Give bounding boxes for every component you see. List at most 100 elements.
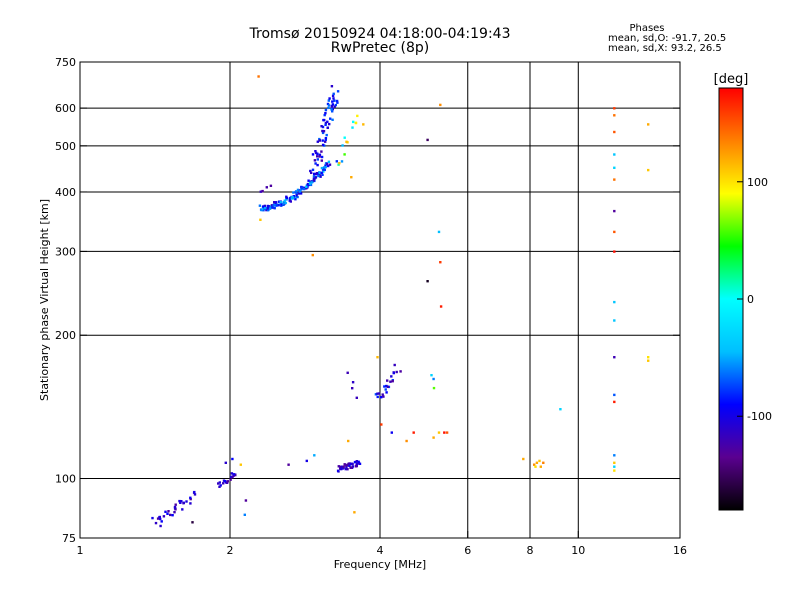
echo-point [329,117,332,120]
echo-point [348,464,351,467]
echo-point [173,505,177,509]
echo-point [243,513,246,516]
echo-point [324,112,327,115]
echo-point [351,126,354,129]
echo-point [283,199,286,202]
echo-point [189,496,192,499]
echo-point [613,461,616,464]
echo-point [376,395,379,399]
echo-point [263,204,266,208]
y-tick-label: 75 [62,532,76,545]
echo-point [347,439,350,443]
echo-point [321,143,325,147]
echo-point [320,125,323,128]
echo-point [331,118,334,121]
echo-point [412,431,415,434]
echo-point [173,511,176,514]
echo-point [613,469,616,472]
echo-point [259,190,262,193]
echo-point [355,462,359,466]
echo-point [193,493,197,496]
echo-point [173,507,177,510]
echo-point [219,484,222,487]
echo-point [280,204,283,207]
echo-point [310,181,314,184]
echo-point [647,359,650,362]
echo-point [287,463,290,466]
echo-point [318,174,322,177]
echo-point [647,356,650,359]
echo-point [232,474,235,477]
echo-point [154,521,158,525]
echo-point [320,159,323,162]
grid-lines [80,62,680,538]
echo-point [264,206,267,210]
echo-point [345,140,348,143]
echo-point [320,166,324,170]
y-tick-label: 100 [55,473,76,486]
echo-point [389,380,392,383]
echo-point [320,171,323,174]
echo-point [313,454,316,457]
echo-point [171,514,174,517]
echo-point [300,188,303,191]
echo-point [332,92,335,95]
x-tick-label: 2 [227,544,234,557]
echo-point [322,170,325,173]
echo-point [326,102,330,106]
echo-point [357,462,360,465]
echo-point [430,374,433,377]
echo-point [324,123,327,126]
echo-point [337,465,340,468]
echo-point [294,198,297,201]
echo-point [185,500,188,503]
echo-point [180,500,183,503]
echo-point [647,168,650,172]
echo-point [324,138,327,141]
echo-point [317,174,320,178]
echo-point [381,393,384,396]
echo-point [327,164,330,168]
echo-point [335,160,338,163]
echo-point [346,371,349,374]
echo-point [218,481,221,484]
echo-point [343,153,346,156]
echo-point [259,218,262,221]
echo-point [353,460,357,464]
echo-point [313,177,316,181]
echo-point [613,178,616,181]
echo-point [328,122,331,126]
echo-point [355,396,358,399]
x-tick-label: 6 [464,544,471,557]
x-tick-label: 10 [571,544,585,557]
echo-point [268,207,272,210]
echo-point [327,99,330,102]
echo-point [325,133,328,137]
echo-point [345,464,348,467]
colorbar-ticks: -100 0 100 [737,176,772,423]
echo-point [333,99,336,102]
x-tick-label: 16 [673,544,687,557]
echo-point [318,139,321,142]
echo-point [313,172,316,176]
echo-point [274,204,277,207]
echo-point [314,162,317,165]
echo-point [296,195,299,199]
echo-point [292,195,295,198]
echo-point [391,380,394,383]
colorbar-tick-label: -100 [747,410,772,423]
echo-point [613,166,616,169]
stats-heading: Phases [629,23,665,34]
echo-point [167,510,170,513]
echo-point [340,467,343,471]
echo-point [193,490,196,494]
echo-point [162,515,166,518]
echo-point [306,182,310,186]
echo-point [443,431,446,434]
echo-point [355,460,358,463]
echo-point [377,392,381,395]
y-tick-label: 400 [55,186,76,199]
echo-point [325,162,329,166]
echo-point [351,462,354,466]
echo-point [318,155,321,158]
